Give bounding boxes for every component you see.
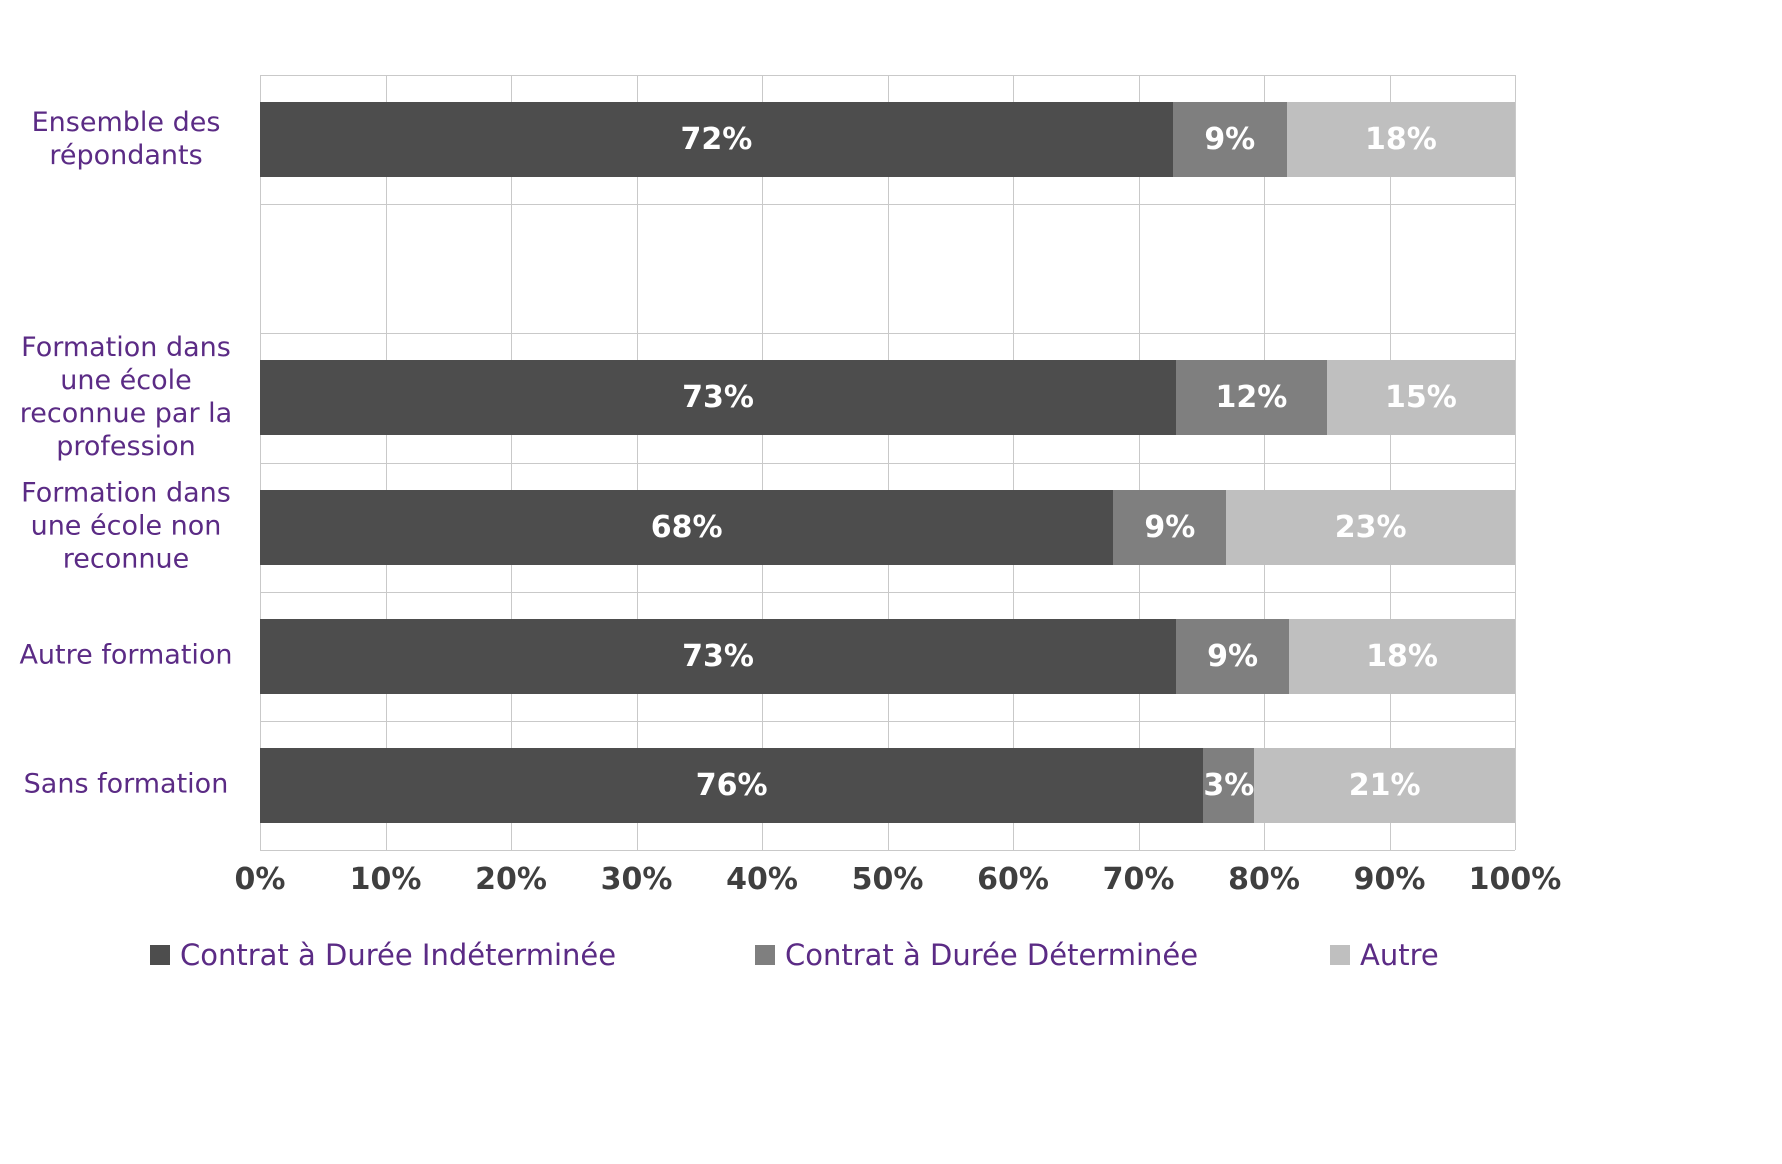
bar-segment: 18% — [1289, 619, 1516, 694]
bar-value-label: 68% — [650, 510, 723, 545]
bar-segment: 15% — [1326, 360, 1515, 435]
vertical-gridline — [636, 75, 638, 850]
bar-value-label: 3% — [1203, 768, 1255, 803]
x-tick-label: 100% — [1468, 862, 1562, 897]
plot-area: 72% 9% 18% 73% 12% 15% 68% 9% 23% 73% 9% 18% 76% 3% 21… — [260, 75, 1516, 851]
x-tick-label: 80% — [1228, 862, 1300, 897]
vertical-gridline — [385, 75, 387, 850]
vertical-gridline — [1515, 75, 1516, 850]
x-tick-label: 20% — [475, 862, 547, 897]
horizontal-gridline — [260, 204, 1515, 205]
bar-value-label: 15% — [1384, 380, 1457, 415]
bar-row: 73% 12% 15% — [260, 360, 1515, 435]
vertical-gridline — [260, 75, 261, 850]
bar-segment: 76% — [260, 748, 1204, 823]
bar-segment: 9% — [1176, 619, 1290, 694]
vertical-gridline — [1389, 75, 1391, 850]
legend: Contrat à Durée Indéterminée Contrat à Du… — [0, 938, 1782, 988]
bar-row: 72% 9% 18% — [260, 102, 1516, 177]
bar-value-label: 18% — [1365, 122, 1437, 157]
legend-item: Contrat à Durée Indéterminée — [150, 938, 616, 972]
bar-segment: 18% — [1286, 102, 1516, 177]
x-tick-label: 60% — [977, 862, 1049, 897]
bar-segment: 12% — [1176, 360, 1327, 435]
bar-value-label: 12% — [1215, 380, 1288, 415]
bar-value-label: 9% — [1207, 639, 1259, 674]
horizontal-gridline — [260, 463, 1515, 464]
bar-value-label: 18% — [1366, 639, 1438, 674]
bar-segment: 72% — [260, 102, 1173, 177]
x-tick-label: 50% — [851, 862, 924, 897]
legend-swatch — [755, 945, 775, 965]
bar-value-label: 21% — [1348, 768, 1421, 803]
category-axis: Ensemble des répondants Formation dans un… — [0, 75, 252, 850]
legend-swatch — [150, 945, 170, 965]
legend-label: Contrat à Durée Déterminée — [785, 938, 1199, 972]
vertical-gridline — [1138, 75, 1140, 850]
bar-segment: 21% — [1254, 748, 1515, 823]
bar-value-label: 23% — [1334, 510, 1407, 545]
bar-row: 73% 9% 18% — [260, 619, 1516, 694]
bar-value-label: 73% — [682, 639, 754, 674]
category-label: Formation dans une école non reconnue — [21, 477, 231, 575]
bar-segment: 23% — [1226, 490, 1516, 565]
category-label: Ensemble des répondants — [31, 107, 221, 171]
bar-row: 76% 3% 21% — [260, 748, 1515, 823]
legend-item: Contrat à Durée Déterminée — [755, 938, 1198, 972]
bar-value-label: 73% — [682, 380, 754, 415]
horizontal-gridline — [260, 333, 1515, 334]
bar-value-label: 76% — [695, 768, 768, 803]
horizontal-gridline — [260, 850, 1515, 851]
bar-segment: 68% — [260, 490, 1114, 565]
bar-segment: 3% — [1203, 748, 1255, 823]
x-tick-label: 30% — [600, 862, 673, 897]
vertical-gridline — [1264, 75, 1265, 850]
legend-label: Contrat à Durée Indéterminée — [180, 938, 617, 972]
legend-swatch — [1330, 945, 1350, 965]
x-tick-label: 90% — [1353, 862, 1426, 897]
horizontal-gridline — [260, 721, 1515, 722]
bar-segment: 9% — [1172, 102, 1287, 177]
category-label: Formation dans une école reconnue par la… — [19, 332, 233, 462]
bar-segment: 73% — [260, 360, 1177, 435]
bar-segment: 9% — [1113, 490, 1227, 565]
legend-item: Autre — [1330, 938, 1439, 972]
x-tick-label: 40% — [726, 862, 798, 897]
horizontal-gridline — [260, 75, 1515, 76]
category-label: Autre formation — [19, 639, 233, 671]
bar-row: 68% 9% 23% — [260, 490, 1516, 565]
category-label: Sans formation — [23, 768, 229, 800]
x-tick-label: 10% — [349, 862, 422, 897]
bar-value-label: 9% — [1204, 122, 1256, 157]
x-tick-label: 70% — [1102, 862, 1175, 897]
vertical-gridline — [762, 75, 763, 850]
vertical-gridline — [887, 75, 889, 850]
vertical-gridline — [511, 75, 512, 850]
legend-label: Autre — [1360, 938, 1439, 972]
vertical-gridline — [1013, 75, 1014, 850]
horizontal-gridline — [260, 592, 1515, 593]
bar-value-label: 9% — [1144, 510, 1196, 545]
x-axis: 0% 10% 20% 30% 40% 50% 60% 70% 80% 90% 100% — [235, 862, 1562, 912]
bar-segment: 73% — [260, 619, 1177, 694]
x-tick-label: 0% — [234, 862, 286, 897]
bar-value-label: 72% — [680, 122, 753, 157]
